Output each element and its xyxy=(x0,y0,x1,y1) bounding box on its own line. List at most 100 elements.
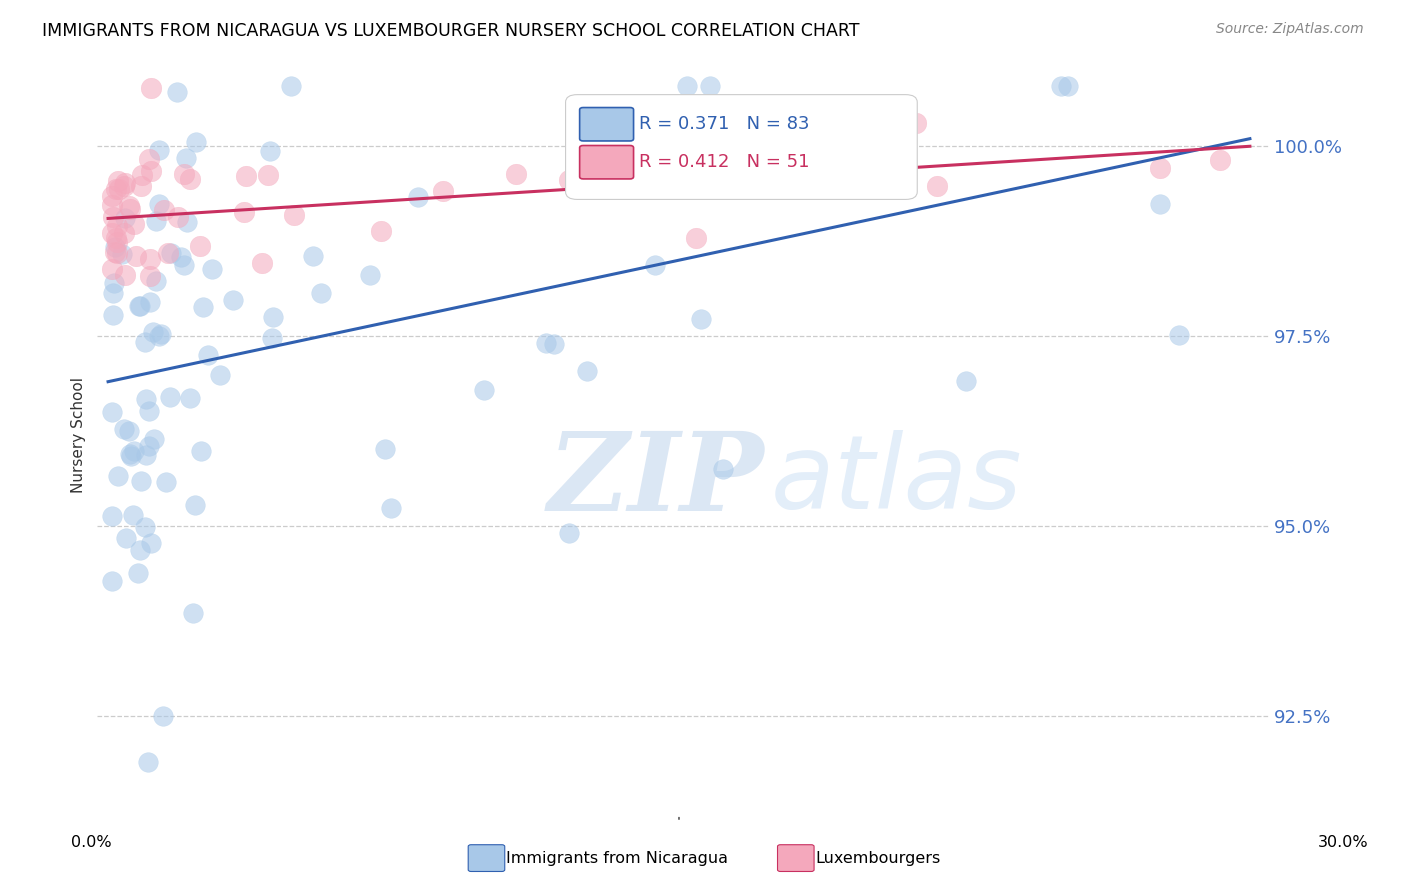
Point xyxy=(118,424,141,438)
Point xyxy=(112,178,135,193)
Point xyxy=(128,299,150,313)
Point xyxy=(166,85,188,99)
Point xyxy=(127,566,149,580)
Point xyxy=(107,469,129,483)
Point xyxy=(104,231,127,245)
Point xyxy=(112,226,135,240)
Point xyxy=(1149,161,1171,176)
Point xyxy=(259,145,281,159)
Point xyxy=(131,168,153,182)
Point xyxy=(257,168,280,182)
Text: 0.0%: 0.0% xyxy=(72,836,111,850)
Text: Source: ZipAtlas.com: Source: ZipAtlas.com xyxy=(1216,22,1364,37)
Point xyxy=(359,268,381,282)
Point xyxy=(135,449,157,463)
Point xyxy=(118,199,141,213)
Point xyxy=(190,443,212,458)
Point xyxy=(689,311,711,326)
Point xyxy=(101,211,124,225)
Point xyxy=(955,374,977,388)
Point xyxy=(103,286,125,301)
Point xyxy=(122,443,145,458)
Point xyxy=(184,498,207,512)
Point xyxy=(302,249,325,263)
Point xyxy=(118,202,141,216)
Point xyxy=(115,531,138,545)
Point xyxy=(150,326,173,341)
Point xyxy=(790,115,813,129)
Point xyxy=(141,326,163,340)
Point xyxy=(141,535,163,549)
Point xyxy=(120,449,142,463)
Point xyxy=(685,231,707,245)
Text: 30.0%: 30.0% xyxy=(1317,836,1368,850)
Point xyxy=(380,501,402,516)
Point xyxy=(148,329,170,343)
FancyBboxPatch shape xyxy=(565,95,917,200)
Point xyxy=(675,78,697,93)
Text: R = 0.371   N = 83: R = 0.371 N = 83 xyxy=(640,115,810,133)
Point xyxy=(927,179,949,194)
Point xyxy=(262,331,284,345)
Point xyxy=(114,176,136,190)
Point xyxy=(105,219,128,233)
Point xyxy=(576,364,599,378)
Point xyxy=(145,214,167,228)
Point xyxy=(148,197,170,211)
Point xyxy=(104,245,127,260)
Point xyxy=(1050,78,1073,93)
Point xyxy=(173,258,195,272)
Point xyxy=(1209,153,1232,167)
Point xyxy=(186,135,208,149)
Point xyxy=(153,202,176,217)
Point xyxy=(740,143,762,157)
Point xyxy=(111,247,134,261)
Point xyxy=(543,337,565,351)
Point xyxy=(104,181,127,195)
Text: Luxembourgers: Luxembourgers xyxy=(815,851,941,865)
Point xyxy=(235,169,257,184)
Point xyxy=(114,211,136,225)
Point xyxy=(129,474,152,488)
Point xyxy=(374,442,396,456)
Point xyxy=(904,116,927,130)
Point xyxy=(505,167,527,181)
Point xyxy=(138,152,160,166)
Point xyxy=(472,383,495,397)
FancyBboxPatch shape xyxy=(579,145,634,179)
Point xyxy=(208,368,231,382)
Point xyxy=(104,240,127,254)
Point xyxy=(232,205,254,219)
Point xyxy=(432,184,454,198)
Point xyxy=(101,508,124,523)
Point xyxy=(108,182,131,196)
Point xyxy=(101,198,124,212)
Point xyxy=(1056,78,1078,93)
FancyBboxPatch shape xyxy=(579,108,634,141)
Text: ZIP: ZIP xyxy=(548,426,765,534)
Point xyxy=(406,190,429,204)
Point xyxy=(176,215,198,229)
Point xyxy=(179,172,201,186)
Point xyxy=(114,268,136,282)
Point xyxy=(188,239,211,253)
Point xyxy=(101,574,124,588)
Point xyxy=(134,335,156,350)
Point xyxy=(179,391,201,405)
Point xyxy=(174,151,197,165)
Point xyxy=(139,80,162,95)
Point xyxy=(105,235,128,249)
Point xyxy=(644,258,666,272)
Point xyxy=(283,208,305,222)
Point xyxy=(711,462,734,476)
Point xyxy=(101,189,124,203)
Point xyxy=(167,210,190,224)
Point xyxy=(141,164,163,178)
Point xyxy=(122,508,145,522)
Point xyxy=(112,422,135,436)
Point xyxy=(101,227,124,241)
Point xyxy=(135,392,157,407)
Point xyxy=(160,246,183,260)
Point xyxy=(145,274,167,288)
Point xyxy=(103,276,125,290)
